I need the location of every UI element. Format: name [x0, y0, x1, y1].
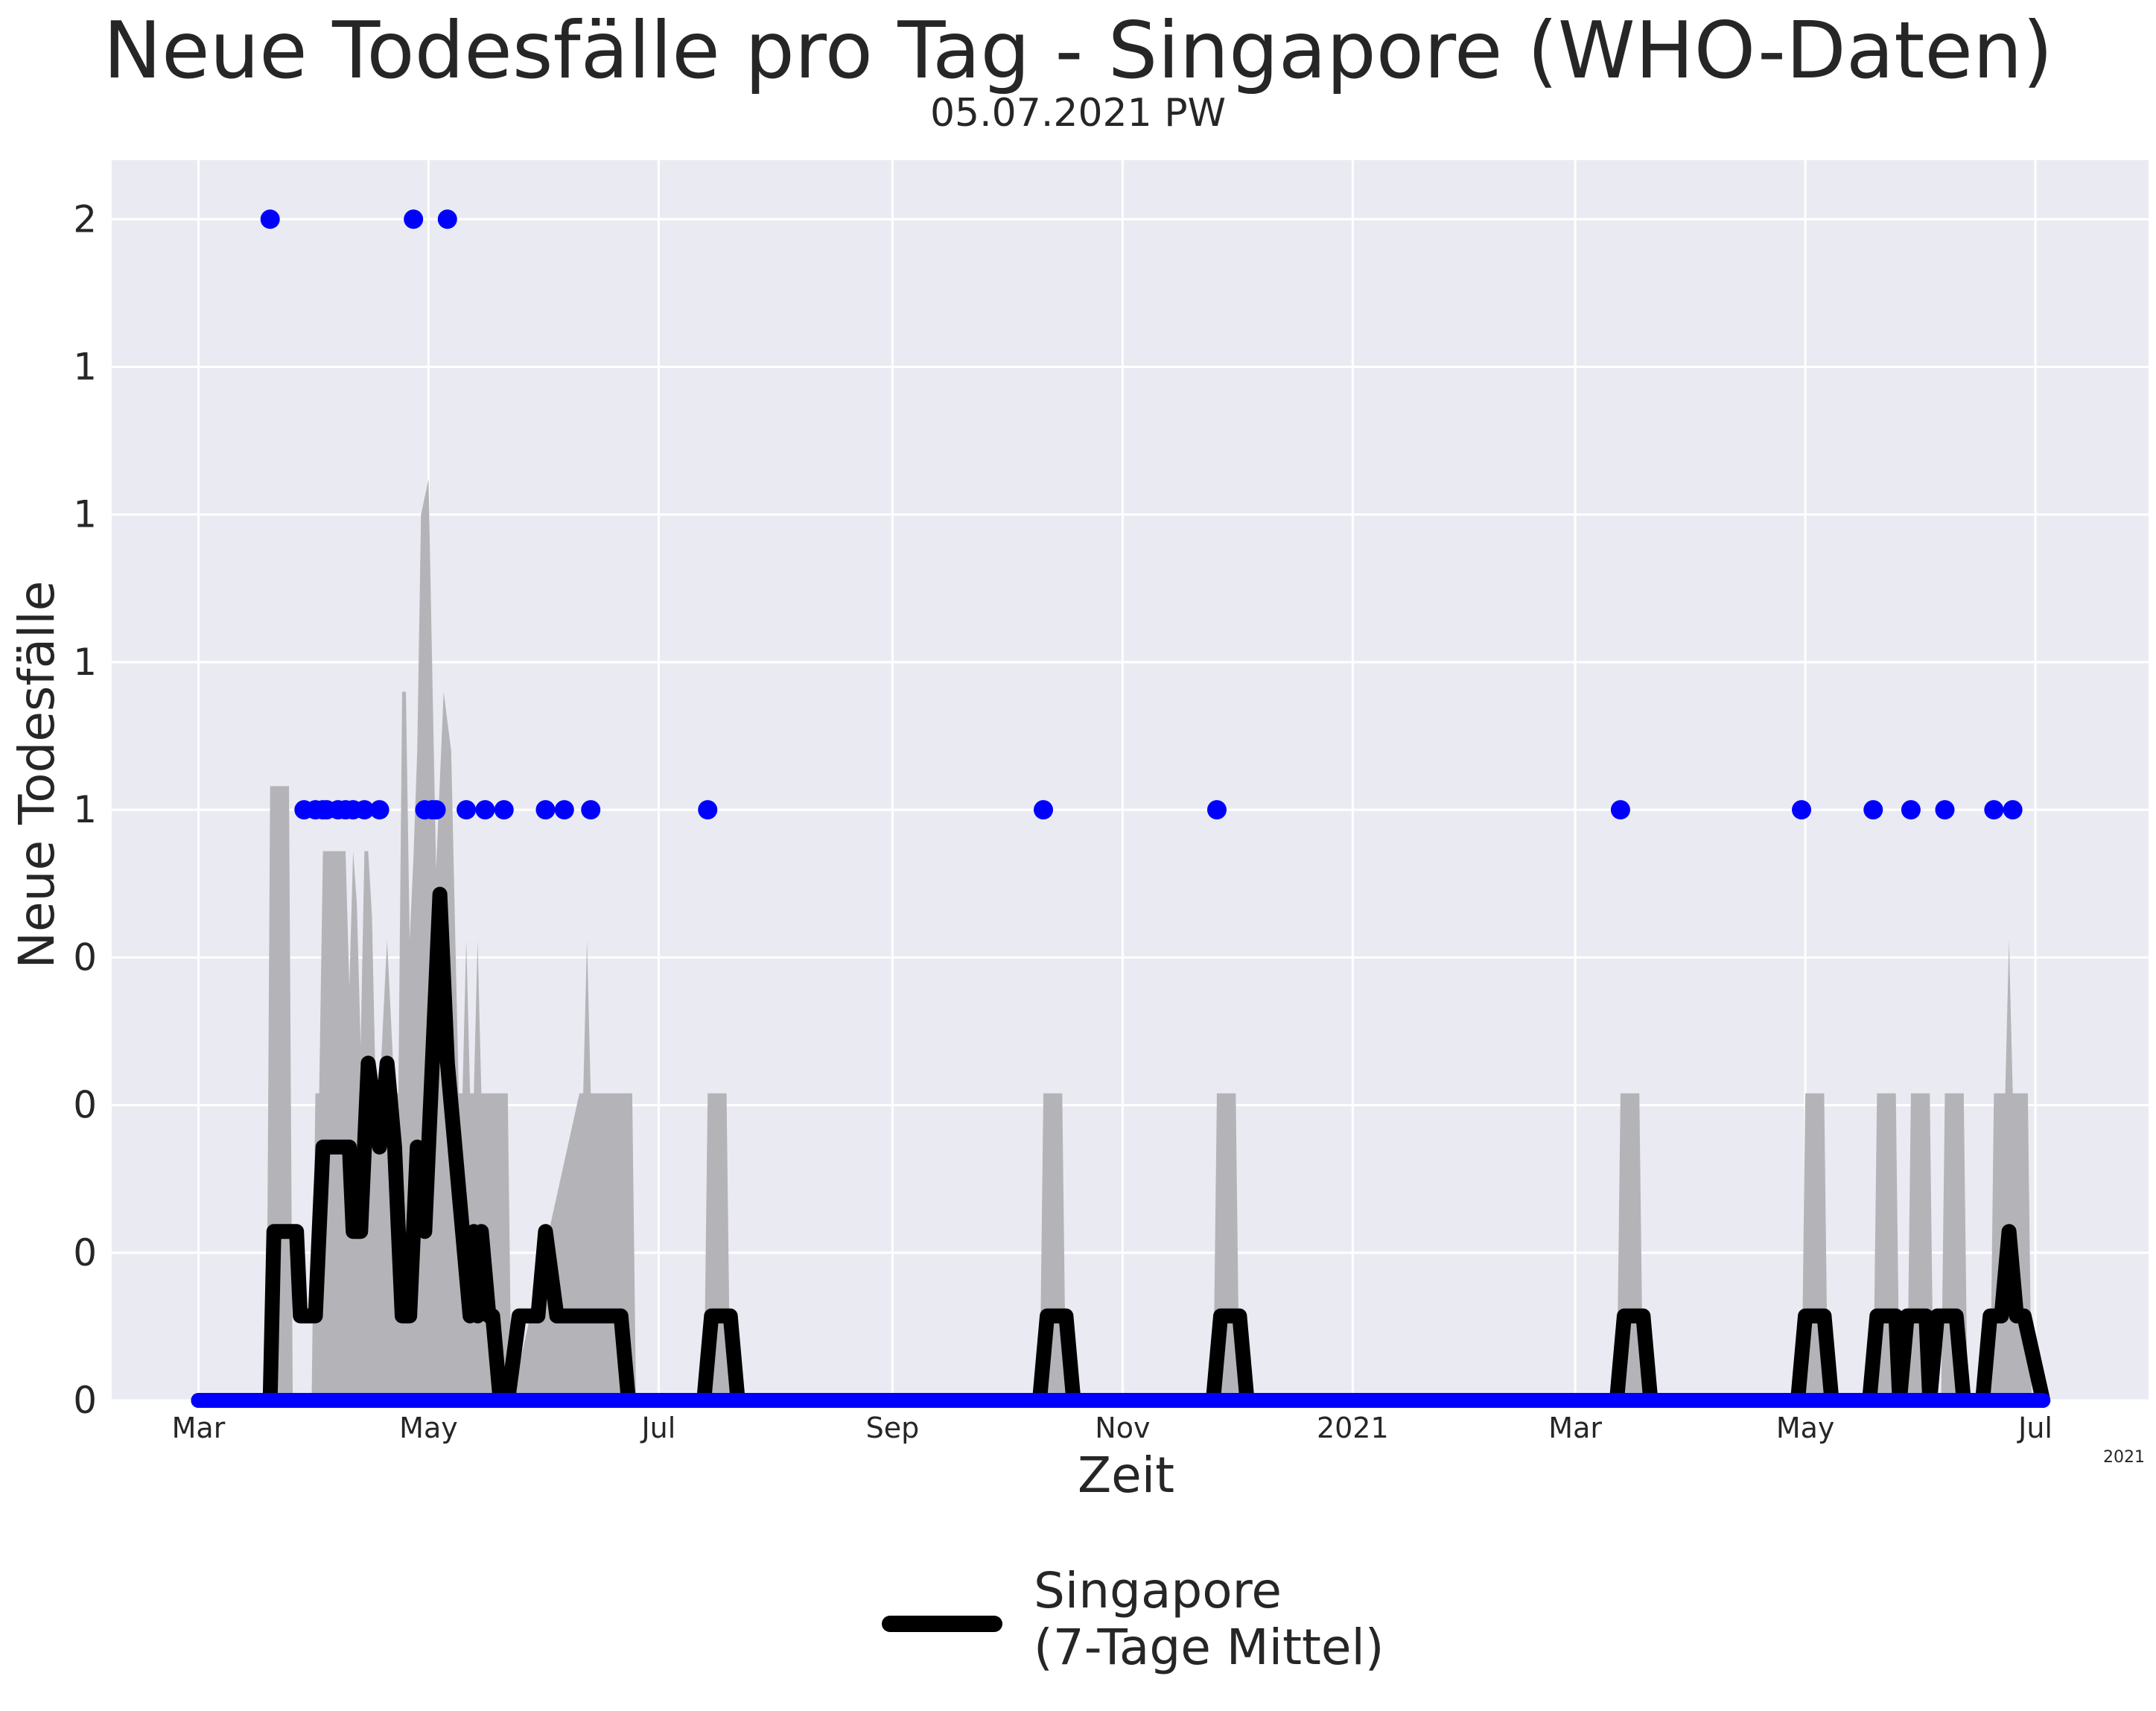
data-point: [1901, 800, 1921, 820]
y-tick-label: 2: [73, 197, 97, 241]
data-point: [1034, 800, 1054, 820]
y-tick-label: 1: [73, 788, 97, 831]
data-point: [260, 209, 280, 229]
y-tick-label: 1: [73, 346, 97, 389]
x-tick-label: Jul: [640, 1412, 675, 1444]
x-tick-label: May: [399, 1412, 458, 1444]
x-axis-label: Zeit: [1078, 1447, 1174, 1504]
data-point: [535, 800, 556, 820]
x-tick-label: 2021: [1317, 1412, 1389, 1444]
data-point: [494, 800, 514, 820]
y-tick-label: 0: [73, 936, 97, 979]
chart-title: Neue Todesfälle pro Tag - Singapore (WHO…: [103, 5, 2053, 96]
y-tick-label: 0: [73, 1084, 97, 1127]
x-axis-offset-text: 2021: [2103, 1448, 2145, 1467]
range-band: [198, 479, 2044, 1401]
x-tick-labels: Mar May Jul Sep Nov 2021 Mar May Jul: [172, 1412, 2052, 1444]
y-tick-label: 1: [73, 493, 97, 536]
data-point: [1206, 800, 1227, 820]
data-point: [457, 800, 477, 820]
x-tick-label: Mar: [1548, 1412, 1602, 1444]
data-point: [426, 800, 446, 820]
data-point: [1984, 800, 2004, 820]
data-point: [475, 800, 495, 820]
rolling-mean-line: [191, 886, 2051, 1408]
y-tick-label: 0: [73, 1231, 97, 1274]
y-tick-label: 1: [73, 641, 97, 684]
band-area: [198, 479, 2044, 1401]
x-tick-label: Nov: [1095, 1412, 1150, 1444]
daily-points: [191, 209, 2051, 1408]
x-tick-label: May: [1776, 1412, 1835, 1444]
data-point: [1935, 800, 1955, 820]
data-point: [2003, 800, 2023, 820]
x-tick-label: Jul: [2017, 1412, 2052, 1444]
data-point: [1792, 800, 1812, 820]
legend-label: Singapore (7-Tage Mittel): [1034, 1563, 1384, 1676]
data-point: [404, 209, 424, 229]
y-axis-label: Neue Todesfälle: [8, 581, 66, 969]
mean-line-path: [191, 886, 2051, 1408]
data-point: [581, 800, 601, 820]
data-point: [554, 800, 574, 820]
data-point: [698, 800, 718, 820]
y-tick-labels: 0 0 0 0 1 1 1 1 2: [73, 197, 97, 1422]
data-point: [1863, 800, 1883, 820]
y-tick-label: 0: [73, 1379, 97, 1422]
chart-subtitle: 05.07.2021 PW: [929, 91, 1227, 136]
data-point: [437, 209, 457, 229]
legend-label-line1: Singapore: [1034, 1562, 1282, 1619]
data-point: [1610, 800, 1630, 820]
x-tick-label: Sep: [866, 1412, 920, 1444]
x-tick-label: Mar: [172, 1412, 226, 1444]
legend-label-line2: (7-Tage Mittel): [1034, 1619, 1384, 1676]
data-point: [354, 800, 375, 820]
data-point: [369, 800, 389, 820]
